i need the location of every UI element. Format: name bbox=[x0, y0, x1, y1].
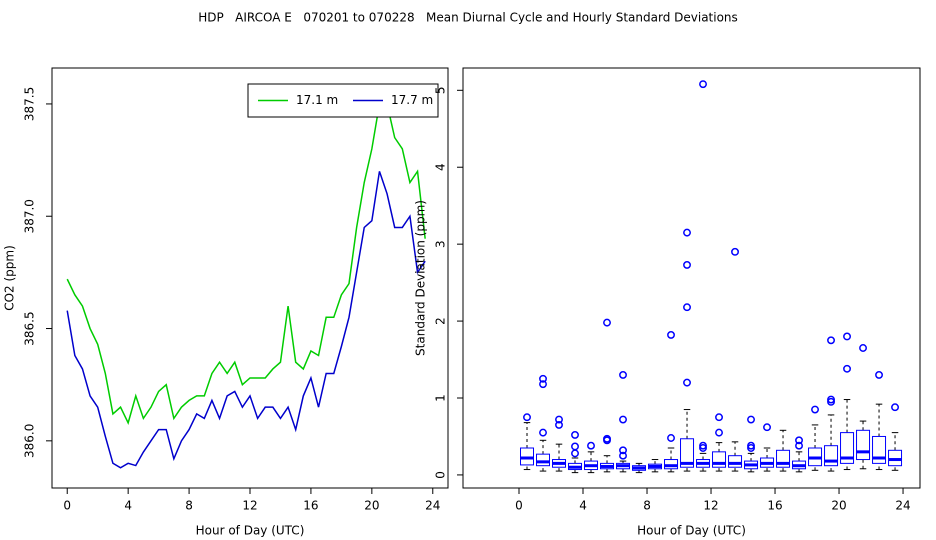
outlier bbox=[571, 442, 579, 451]
outlier bbox=[843, 364, 851, 373]
data-line bbox=[66, 103, 426, 425]
outlier bbox=[811, 405, 819, 414]
outlier bbox=[795, 436, 803, 445]
x-tick-label: 20 bbox=[364, 499, 379, 513]
x-tick-label: 12 bbox=[703, 499, 718, 513]
outlier bbox=[619, 370, 627, 379]
figure-title: HDP AIRCOA E 070201 to 070228 Mean Diurn… bbox=[198, 11, 738, 25]
x-tick-label: 20 bbox=[831, 499, 846, 513]
outlier bbox=[699, 441, 707, 450]
outlier bbox=[571, 449, 579, 458]
outlier bbox=[523, 413, 531, 422]
y-axis-label: Standard Deviation (ppm) bbox=[414, 200, 428, 356]
y-axis-label: CO2 (ppm) bbox=[3, 245, 17, 311]
outlier bbox=[667, 434, 675, 442]
x-tick-label: 24 bbox=[895, 499, 910, 513]
outlier bbox=[539, 428, 547, 437]
box bbox=[664, 459, 679, 470]
legend-label: 17.1 m bbox=[296, 93, 338, 107]
outlier bbox=[763, 423, 771, 432]
x-tick-label: 12 bbox=[242, 499, 257, 513]
outlier bbox=[539, 374, 547, 383]
legend-label: 17.7 m bbox=[391, 93, 433, 107]
x-tick-label: 8 bbox=[643, 499, 651, 513]
outlier bbox=[683, 228, 691, 237]
outlier bbox=[747, 441, 755, 450]
y-tick-label: 386.0 bbox=[23, 424, 37, 458]
outlier bbox=[715, 413, 723, 422]
outlier bbox=[555, 420, 563, 429]
outlier bbox=[603, 318, 611, 327]
data-line bbox=[66, 171, 426, 469]
x-tick-label: 16 bbox=[303, 499, 318, 513]
outlier bbox=[875, 370, 883, 379]
box bbox=[856, 429, 871, 461]
outlier bbox=[747, 415, 755, 424]
outlier bbox=[715, 428, 723, 437]
outlier bbox=[667, 330, 675, 339]
outlier bbox=[555, 415, 563, 424]
box bbox=[712, 451, 727, 468]
outlier bbox=[683, 260, 691, 269]
box bbox=[728, 455, 743, 468]
outlier bbox=[683, 378, 691, 387]
outlier bbox=[827, 336, 835, 345]
x-tick-label: 8 bbox=[185, 499, 193, 513]
x-tick-label: 24 bbox=[425, 499, 440, 513]
plot-frame bbox=[51, 67, 449, 489]
y-tick-label: 3 bbox=[434, 240, 448, 248]
box bbox=[840, 432, 855, 464]
outlier bbox=[891, 403, 899, 412]
x-tick-label: 0 bbox=[515, 499, 523, 513]
box bbox=[680, 438, 695, 468]
x-tick-label: 4 bbox=[579, 499, 587, 513]
x-tick-label: 4 bbox=[124, 499, 132, 513]
box bbox=[520, 447, 535, 466]
x-tick-label: 0 bbox=[63, 499, 71, 513]
outlier bbox=[699, 80, 707, 89]
y-tick-label: 387.5 bbox=[23, 87, 37, 121]
outlier bbox=[619, 446, 627, 455]
outlier bbox=[539, 380, 547, 389]
outlier bbox=[843, 332, 851, 341]
y-tick-label: 4 bbox=[434, 163, 448, 171]
outlier bbox=[731, 247, 739, 256]
outlier bbox=[587, 441, 595, 450]
outlier bbox=[619, 451, 627, 460]
y-tick-label: 2 bbox=[434, 317, 448, 325]
box bbox=[888, 449, 903, 467]
x-tick-label: 16 bbox=[767, 499, 782, 513]
box bbox=[824, 445, 839, 467]
x-axis-label: Hour of Day (UTC) bbox=[637, 524, 746, 538]
outlier bbox=[859, 344, 867, 352]
outlier bbox=[683, 303, 691, 312]
y-tick-label: 386.5 bbox=[23, 311, 37, 345]
x-axis-label: Hour of Day (UTC) bbox=[196, 524, 305, 538]
y-tick-label: 1 bbox=[434, 394, 448, 402]
y-tick-label: 387.0 bbox=[23, 199, 37, 233]
box bbox=[536, 453, 551, 467]
outlier bbox=[827, 395, 835, 404]
y-tick-label: 0 bbox=[434, 471, 448, 479]
y-tick-label: 5 bbox=[434, 86, 448, 94]
plot-frame bbox=[462, 67, 921, 489]
outlier bbox=[571, 430, 579, 439]
outlier bbox=[603, 434, 611, 443]
outlier bbox=[619, 415, 627, 424]
outlier bbox=[795, 441, 803, 450]
